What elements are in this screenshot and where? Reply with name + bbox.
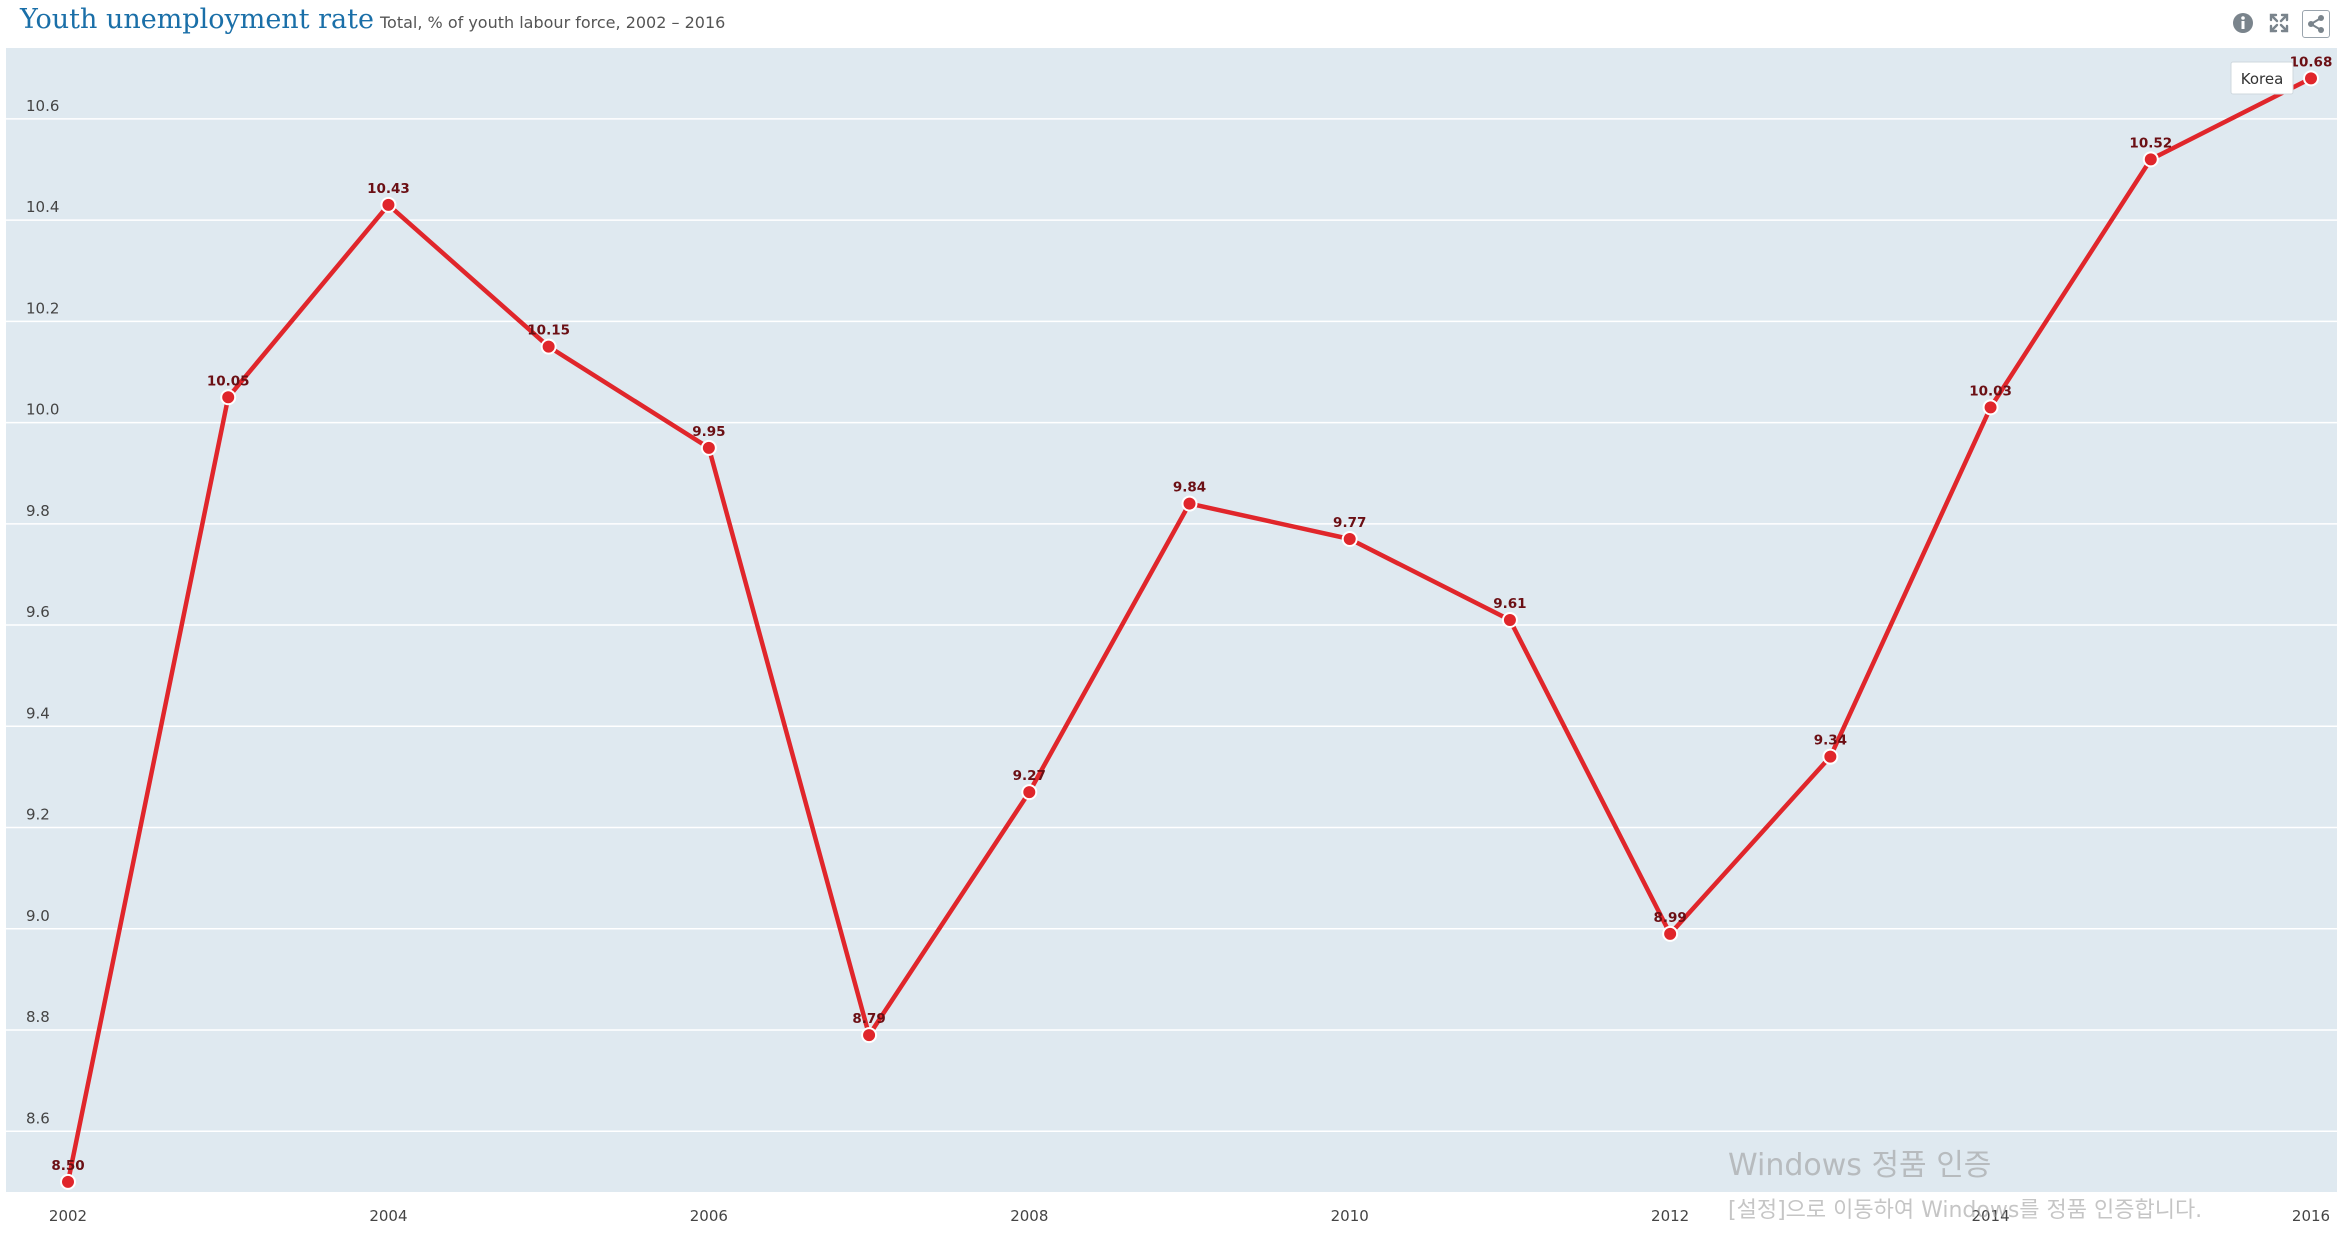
data-label: 8.99	[1653, 910, 1686, 926]
x-tick-label: 2008	[1010, 1207, 1048, 1225]
x-axis-ticks: 2002 2004 2006 2008 2010 2012 2014 2016	[49, 1207, 2330, 1225]
data-point[interactable]	[861, 1027, 878, 1044]
data-point[interactable]	[1181, 495, 1198, 512]
data-point[interactable]	[380, 196, 397, 213]
data-point[interactable]	[1501, 612, 1518, 628]
plot-background	[6, 48, 2337, 1192]
data-point[interactable]	[2142, 151, 2159, 168]
data-label: 10.05	[207, 373, 250, 389]
data-label: 10.43	[367, 181, 410, 197]
data-label: 9.84	[1173, 480, 1206, 496]
data-label: 9.34	[1814, 733, 1847, 749]
data-label: 9.77	[1333, 515, 1366, 531]
data-point[interactable]	[1982, 399, 1999, 416]
data-label: 9.61	[1493, 596, 1526, 612]
data-point[interactable]	[1662, 925, 1679, 942]
data-label: 10.52	[2129, 135, 2172, 151]
y-tick-label: 9.4	[26, 704, 50, 722]
chart-subtitle: Total, % of youth labour force, 2002 – 2…	[380, 13, 726, 32]
y-tick-label: 10.0	[26, 401, 59, 419]
y-tick-label: 10.2	[26, 299, 59, 317]
x-tick-label: 2016	[2292, 1207, 2330, 1225]
y-tick-label: 9.8	[26, 502, 50, 520]
y-tick-label: 8.6	[26, 1109, 50, 1127]
data-point[interactable]	[60, 1173, 76, 1190]
y-tick-label: 10.4	[26, 198, 59, 216]
data-point[interactable]	[1341, 531, 1358, 548]
data-point[interactable]	[1822, 748, 1839, 765]
data-label: 10.15	[527, 323, 570, 339]
x-tick-label: 2002	[49, 1207, 87, 1225]
fullscreen-icon[interactable]	[2266, 10, 2292, 36]
data-label: 10.03	[1969, 383, 2012, 399]
data-point[interactable]	[2303, 70, 2319, 87]
chart-title: Youth unemployment rate	[20, 4, 374, 35]
y-tick-label: 9.6	[26, 603, 50, 621]
share-icon[interactable]	[2302, 10, 2330, 38]
y-axis-ticks: 8.6 8.8 9.0 9.2 9.4 9.6 9.8 10.0 10.2 10.4 10.6	[26, 97, 59, 1127]
x-tick-label: 2006	[690, 1207, 728, 1225]
legend-box	[2230, 61, 2294, 95]
data-point[interactable]	[700, 439, 717, 456]
legend-label-korea: Korea	[2241, 70, 2284, 88]
data-label: 8.50	[51, 1158, 84, 1174]
data-point[interactable]	[1021, 784, 1038, 801]
y-tick-label: 10.6	[26, 97, 59, 115]
data-point[interactable]	[220, 389, 237, 406]
y-tick-label: 9.2	[26, 806, 50, 824]
gridlines	[6, 118, 2337, 1133]
x-tick-label: 2014	[1971, 1207, 2009, 1225]
info-icon[interactable]	[2230, 10, 2256, 36]
legend: Korea	[2230, 61, 2294, 95]
x-tick-label: 2010	[1331, 1207, 1369, 1225]
y-tick-label: 9.0	[26, 907, 50, 925]
x-tick-label: 2004	[369, 1207, 407, 1225]
data-point[interactable]	[540, 338, 557, 355]
x-tick-label: 2012	[1651, 1207, 1689, 1225]
chart-header: Youth unemployment rate Total, % of yout…	[0, 0, 2337, 46]
series-korea[interactable]	[60, 70, 2319, 1190]
data-label: 9.95	[692, 424, 725, 440]
data-label: 8.79	[852, 1011, 885, 1027]
y-tick-label: 8.8	[26, 1008, 50, 1026]
data-label: 9.27	[1013, 768, 1046, 784]
data-label: 10.68	[2290, 54, 2333, 70]
data-labels: 8.50 10.05 10.43 10.15 9.95 8.79 9.27 9.84 9.77 9…	[51, 54, 2332, 1174]
